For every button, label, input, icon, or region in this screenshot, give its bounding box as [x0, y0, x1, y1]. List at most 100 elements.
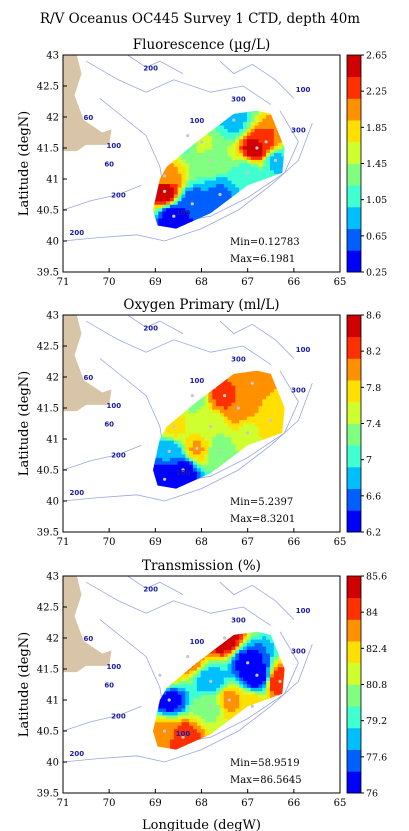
field-cell	[231, 159, 236, 164]
field-cell	[235, 412, 240, 417]
field-cell	[200, 395, 206, 400]
field-cell	[277, 471, 283, 476]
field-cell	[243, 711, 248, 716]
field-cell	[153, 474, 156, 479]
field-cell	[162, 193, 167, 198]
field-cell	[250, 409, 256, 414]
field-cell	[254, 645, 260, 650]
field-cell	[200, 735, 206, 740]
field-cell	[196, 142, 202, 147]
field-cell	[223, 381, 229, 386]
field-cell	[204, 460, 210, 465]
field-cell	[250, 429, 256, 434]
field-cell	[246, 429, 252, 434]
field-cell	[269, 214, 275, 219]
field-cell	[273, 433, 279, 438]
field-cell	[243, 166, 248, 171]
field-cell	[223, 169, 229, 174]
field-cell	[223, 166, 229, 171]
field-cell	[154, 166, 160, 171]
field-cell	[239, 110, 244, 112]
field-cell	[162, 673, 167, 678]
field-cell	[173, 645, 179, 650]
field-cell	[266, 111, 271, 116]
field-cell	[208, 419, 213, 424]
field-cell	[216, 412, 221, 417]
field-cell	[250, 228, 256, 229]
field-cell	[258, 440, 263, 445]
field-cell	[273, 118, 279, 123]
x-tick-label: 66	[287, 277, 300, 288]
field-cell	[185, 409, 190, 414]
field-cell	[162, 128, 167, 133]
field-cell	[269, 631, 275, 633]
field-cell	[227, 200, 233, 205]
field-cell	[273, 402, 279, 407]
field-cell	[196, 436, 202, 441]
y-tick-label: 41.5	[37, 144, 59, 155]
field-cell	[273, 652, 279, 657]
field-cell	[212, 718, 217, 723]
field-cell	[154, 711, 160, 716]
field-cell	[181, 391, 186, 396]
field-cell	[158, 114, 163, 119]
isobath-label: 60	[84, 635, 94, 643]
field-cell	[269, 200, 275, 205]
field-cell	[219, 718, 225, 723]
field-cell	[269, 721, 275, 726]
field-cell	[285, 173, 289, 177]
field-cell	[269, 422, 275, 427]
field-cell	[273, 474, 279, 479]
field-cell	[239, 666, 244, 671]
field-cell	[204, 384, 210, 389]
isobath-label: 60	[84, 374, 94, 382]
field-cell	[181, 632, 186, 637]
field-cell	[193, 183, 198, 188]
field-cell	[227, 405, 233, 410]
field-cell	[250, 110, 256, 112]
field-cell	[177, 450, 183, 455]
field-cell	[243, 371, 248, 376]
field-cell	[196, 149, 202, 154]
field-cell	[223, 742, 229, 747]
field-cell	[154, 732, 160, 737]
field-cell	[204, 374, 210, 379]
field-cell	[181, 474, 186, 479]
field-cell	[169, 378, 175, 383]
field-cell	[231, 111, 236, 116]
field-cell	[254, 180, 260, 185]
field-cell	[204, 381, 210, 386]
field-cell	[166, 193, 171, 198]
field-cell	[231, 409, 236, 414]
field-cell	[235, 642, 240, 647]
field-cell	[254, 370, 260, 372]
field-cell	[269, 453, 275, 458]
y-axis-label: Latitude (degN)	[17, 111, 32, 216]
field-cell	[254, 197, 260, 202]
field-cell	[239, 436, 244, 441]
field-cell	[250, 659, 256, 664]
field-cell	[153, 193, 156, 198]
field-cell	[169, 460, 175, 465]
field-cell	[185, 214, 190, 219]
field-cell	[231, 443, 236, 448]
field-cell	[258, 635, 263, 640]
field-cell	[216, 370, 221, 372]
field-cell	[196, 659, 202, 664]
field-cell	[227, 138, 233, 143]
field-cell	[243, 221, 248, 226]
field-cell	[153, 642, 156, 647]
field-cell	[181, 457, 186, 462]
field-cell	[223, 374, 229, 379]
field-cell	[193, 742, 198, 747]
colorbar-band	[347, 488, 361, 511]
isobath-label: 100	[176, 469, 191, 477]
field-cell	[223, 159, 229, 164]
field-cell	[239, 398, 244, 403]
field-cell	[204, 450, 210, 455]
field-cell	[285, 402, 289, 406]
field-cell	[239, 180, 244, 185]
field-cell	[250, 443, 256, 448]
field-cell	[223, 388, 229, 393]
field-cell	[254, 649, 260, 654]
